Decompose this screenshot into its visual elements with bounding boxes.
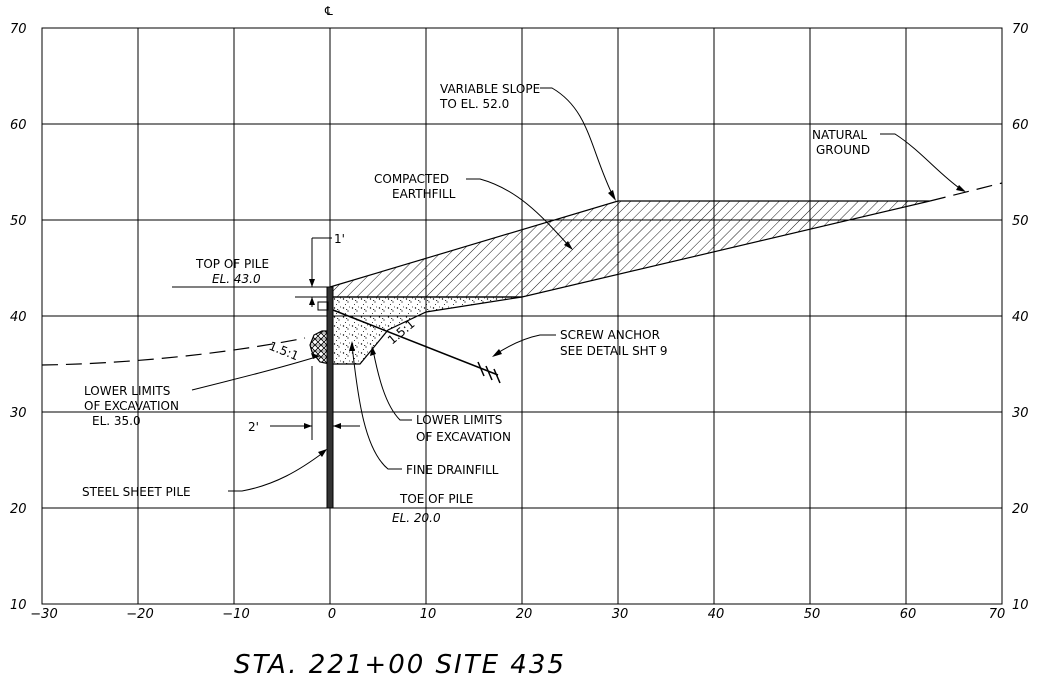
one-ft-label: 1' <box>334 232 345 246</box>
y-tick-label: 40 <box>10 310 27 325</box>
lower-limits-left-leader <box>191 356 317 391</box>
screw-anchor-leader <box>495 334 556 355</box>
lower-limits-right-label: LOWER LIMITS <box>416 413 502 427</box>
compacted-earthfill-leader <box>466 178 571 248</box>
variable-slope-label: VARIABLE SLOPE <box>440 82 540 96</box>
top-of-pile-elevation: EL. 43.0 <box>212 272 261 286</box>
two-ft-dimension <box>270 366 360 440</box>
compacted-earthfill-label: COMPACTED <box>374 172 449 186</box>
compacted-earthfill-label: EARTHFILL <box>392 187 456 201</box>
arrow-head <box>370 346 376 356</box>
toe-of-pile-label: TOE OF PILE <box>399 492 473 506</box>
x-tick-label: −30 <box>30 607 57 622</box>
arrow-head <box>564 241 573 250</box>
y-tick-labels-right: 70 60 50 40 30 20 10 <box>1012 22 1029 613</box>
natural-ground-label: NATURAL <box>812 128 867 142</box>
y-tick-labels-left: 70 60 50 40 30 20 10 <box>10 22 27 613</box>
x-tick-label: 60 <box>900 607 917 622</box>
fine-drainfill <box>329 296 523 365</box>
arrow-head <box>311 353 320 359</box>
natural-ground-leader <box>880 133 963 191</box>
steel-sheet-pile <box>326 286 334 509</box>
lower-limits-right-leader <box>372 349 412 421</box>
screw-anchor-label: SCREW ANCHOR <box>560 328 660 342</box>
arrow-head <box>349 341 355 351</box>
y-tick-label: 60 <box>1012 118 1029 133</box>
steel-sheet-pile-label: STEEL SHEET PILE <box>82 485 191 499</box>
lower-limits-left-label: OF EXCAVATION <box>84 399 179 413</box>
x-tick-label: −20 <box>126 607 153 622</box>
y-tick-label: 20 <box>10 502 27 517</box>
x-tick-labels: −30 −20 −10 0 10 20 30 40 50 60 70 <box>30 607 1005 622</box>
x-tick-label: 20 <box>516 607 533 622</box>
y-tick-label: 50 <box>1012 214 1029 229</box>
arrow-head <box>608 190 616 201</box>
x-tick-label: 10 <box>420 607 437 622</box>
arrow-head <box>318 449 327 457</box>
variable-slope-label: TO EL. 52.0 <box>439 97 509 111</box>
slope-ratio-left: 1.5:1 <box>267 339 301 364</box>
grid-lines <box>42 28 1002 604</box>
x-tick-label: 70 <box>989 607 1006 622</box>
lower-limits-right-label: OF EXCAVATION <box>416 430 511 444</box>
two-ft-label: 2' <box>248 420 259 434</box>
compacted-earthfill <box>329 200 931 298</box>
toe-of-pile-elevation: EL. 20.0 <box>392 511 441 525</box>
y-tick-label: 10 <box>1012 598 1029 613</box>
y-tick-label: 20 <box>1012 502 1029 517</box>
y-tick-label: 50 <box>10 214 27 229</box>
top-of-pile-label: TOP OF PILE <box>195 257 269 271</box>
x-tick-label: 30 <box>612 607 629 622</box>
y-tick-label: 30 <box>1012 406 1029 421</box>
screw-anchor <box>317 301 501 384</box>
x-tick-label: −10 <box>222 607 249 622</box>
y-tick-label: 10 <box>10 598 27 613</box>
y-tick-label: 40 <box>1012 310 1029 325</box>
centerline-mark: ℄ <box>324 4 333 18</box>
one-ft-dimension <box>295 237 332 307</box>
variable-slope-leader <box>540 87 615 199</box>
fine-drainfill-label: FINE DRAINFILL <box>406 463 499 477</box>
natural-ground-line-left <box>41 337 306 366</box>
y-tick-label: 30 <box>10 406 27 421</box>
steel-sheet-pile-leader <box>228 451 325 492</box>
arrow-head <box>492 349 502 357</box>
y-tick-label: 70 <box>1012 22 1029 37</box>
arrow-head <box>956 185 966 192</box>
y-tick-label: 60 <box>10 118 27 133</box>
fine-drainfill-leader <box>351 344 402 470</box>
x-tick-label: 50 <box>804 607 821 622</box>
y-tick-label: 70 <box>10 22 27 37</box>
x-tick-label: 40 <box>708 607 725 622</box>
lower-limits-left-label: EL. 35.0 <box>92 414 141 428</box>
natural-ground-label: GROUND <box>816 143 870 157</box>
lower-limits-left-label: LOWER LIMITS <box>84 384 170 398</box>
screw-anchor-label: SEE DETAIL SHT 9 <box>560 344 667 358</box>
x-tick-label: 0 <box>328 607 336 622</box>
section-title: STA. 221+00 SITE 435 <box>234 650 566 680</box>
